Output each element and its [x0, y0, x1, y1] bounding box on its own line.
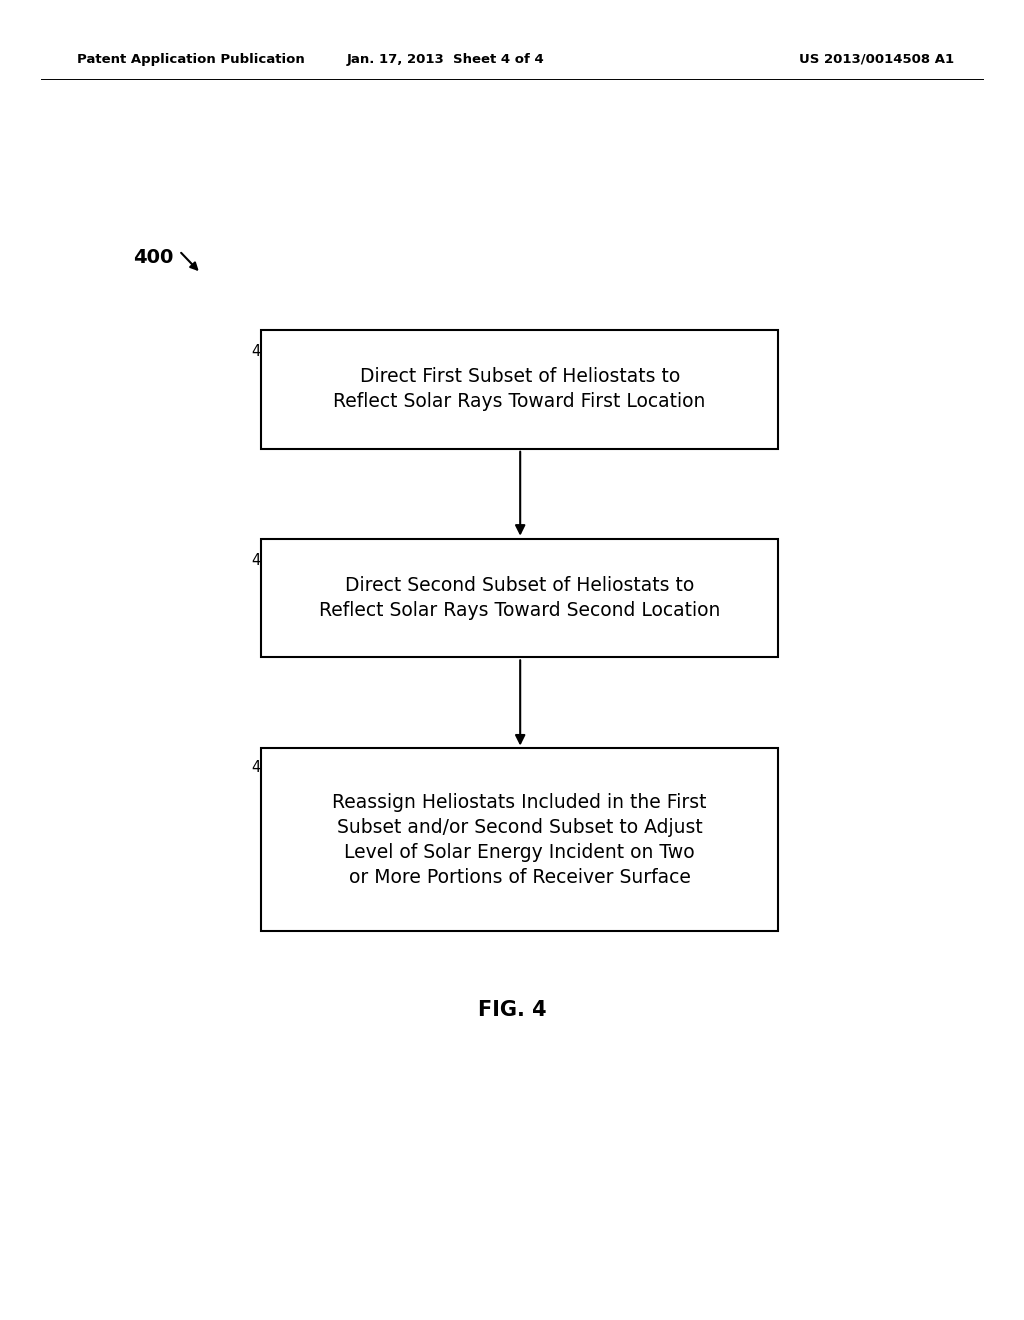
FancyBboxPatch shape — [261, 330, 778, 449]
Text: 402: 402 — [251, 345, 279, 359]
Text: Jan. 17, 2013  Sheet 4 of 4: Jan. 17, 2013 Sheet 4 of 4 — [346, 53, 545, 66]
Text: US 2013/0014508 A1: US 2013/0014508 A1 — [799, 53, 953, 66]
Text: Reassign Heliostats Included in the First
Subset and/or Second Subset to Adjust
: Reassign Heliostats Included in the Firs… — [333, 792, 707, 887]
Text: 406: 406 — [251, 760, 279, 775]
FancyBboxPatch shape — [261, 539, 778, 657]
Text: Direct Second Subset of Heliostats to
Reflect Solar Rays Toward Second Location: Direct Second Subset of Heliostats to Re… — [319, 576, 720, 620]
FancyBboxPatch shape — [261, 748, 778, 931]
Text: FIG. 4: FIG. 4 — [477, 999, 547, 1020]
Text: 400: 400 — [133, 248, 173, 267]
Text: Direct First Subset of Heliostats to
Reflect Solar Rays Toward First Location: Direct First Subset of Heliostats to Ref… — [334, 367, 706, 412]
Text: 404: 404 — [251, 553, 279, 568]
Text: Patent Application Publication: Patent Application Publication — [77, 53, 304, 66]
